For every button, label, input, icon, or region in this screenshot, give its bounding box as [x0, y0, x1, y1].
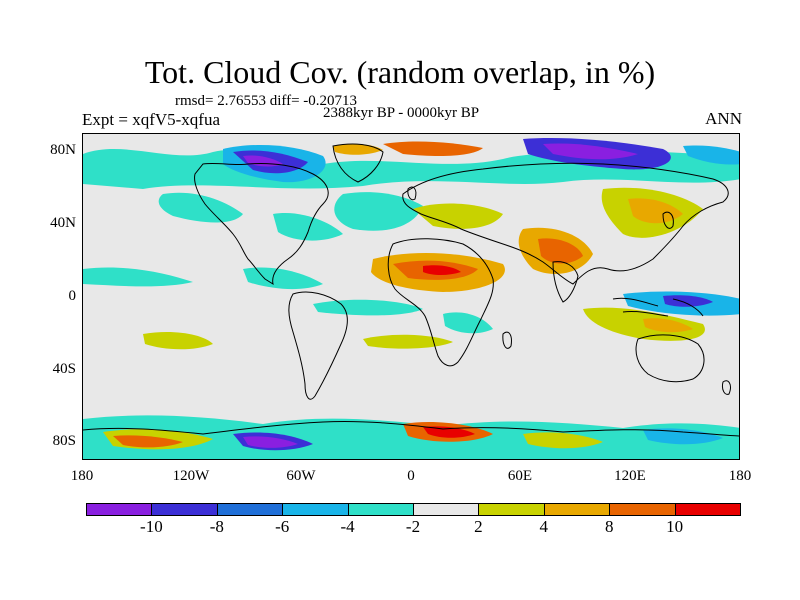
colorbar-swatch [478, 503, 545, 516]
colorbar-swatch [413, 503, 480, 516]
anomaly-patch [243, 267, 323, 290]
x-tick-label: 0 [407, 468, 415, 484]
anomaly-patch [383, 141, 483, 156]
anomaly-patch [643, 318, 693, 333]
x-tick-label: 120W [172, 468, 210, 484]
colorbar-label: 10 [666, 517, 684, 536]
x-tick-label: 60W [286, 468, 316, 484]
anomaly-patch [663, 295, 713, 307]
colorbar-swatch [86, 503, 153, 516]
colorbar-swatch [609, 503, 676, 516]
anomaly-patch [543, 143, 638, 160]
anomaly-patch [443, 312, 493, 334]
anomaly-patch [583, 307, 705, 341]
anomaly-patch [523, 432, 603, 449]
anomaly-patch [363, 334, 453, 349]
coastline-india [552, 261, 579, 303]
colorbar-swatch [674, 503, 741, 516]
anomaly-patch [643, 428, 723, 445]
colorbar-label: -10 [140, 517, 163, 536]
period-label: 2388kyr BP - 0000kyr BP [323, 105, 480, 121]
y-tick-label: 80N [50, 142, 76, 158]
map-plot [82, 133, 740, 460]
anomaly-patch [83, 415, 739, 459]
colorbar-swatch [347, 503, 414, 516]
coastline-japan [662, 211, 674, 229]
colorbar-swatch [282, 503, 349, 516]
anomaly-patch [413, 203, 503, 229]
colorbar-swatch [216, 503, 284, 516]
anomaly-patch [243, 436, 298, 448]
y-tick-label: 40S [52, 361, 76, 377]
coastline-uk [407, 186, 417, 201]
anomaly-patch [333, 143, 383, 155]
y-tick-label: 40N [50, 215, 76, 231]
anomaly-patch [313, 299, 423, 316]
coastline-south-america [288, 291, 348, 400]
coastline-eurasia [402, 162, 729, 285]
colorbar-label: -4 [340, 517, 355, 536]
cloud-anomaly-map [83, 138, 739, 459]
anomaly-patch [273, 213, 343, 241]
coastline-greenland [332, 143, 384, 183]
anomaly-patch [538, 238, 583, 264]
anomaly-patch [158, 192, 243, 223]
season-label: ANN [705, 109, 742, 128]
colorbar-label: 8 [604, 517, 614, 536]
coastline-antarctica [83, 420, 739, 437]
colorbar-label: 2 [474, 517, 483, 536]
x-tick-label: 120E [614, 468, 646, 484]
colorbar-swatch [151, 503, 218, 516]
coastline-africa [387, 238, 494, 367]
x-tick-label: 180 [70, 468, 94, 484]
coastline-new-zealand [722, 380, 731, 395]
y-tick-label: 0 [68, 288, 77, 304]
x-tick-label: 60E [507, 468, 533, 484]
colorbar-label: -8 [209, 517, 224, 536]
coastline-indonesia [612, 297, 704, 317]
anomaly-patch [83, 267, 193, 287]
anomaly-patch [143, 332, 213, 350]
colorbar [86, 503, 741, 516]
x-tick-label: 180 [728, 468, 752, 484]
experiment-label: Expt = xqfV5-xqfua [82, 110, 221, 129]
anomaly-patch [628, 198, 683, 224]
colorbar-label: -6 [275, 517, 290, 536]
anomaly-patch [423, 426, 475, 438]
y-tick-label: 80S [52, 433, 76, 449]
colorbar-label: 4 [539, 517, 549, 536]
map-title: Tot. Cloud Cov. (random overlap, in %) [144, 54, 656, 90]
anomaly-patch [113, 435, 183, 448]
anomaly-patch [423, 265, 461, 275]
coastline-australia [635, 334, 705, 383]
colorbar-label: -2 [405, 517, 421, 536]
coastline-madagascar [502, 331, 512, 349]
coastline-layer [83, 143, 739, 437]
coastline-north-america [194, 162, 329, 286]
colorbar-swatch [543, 503, 611, 516]
anomaly-patch [683, 145, 739, 165]
anomaly-fill-layer [83, 138, 739, 459]
stats-label: rmsd= 2.76553 diff= -0.20713 [175, 93, 358, 109]
anomaly-patch [334, 192, 423, 231]
